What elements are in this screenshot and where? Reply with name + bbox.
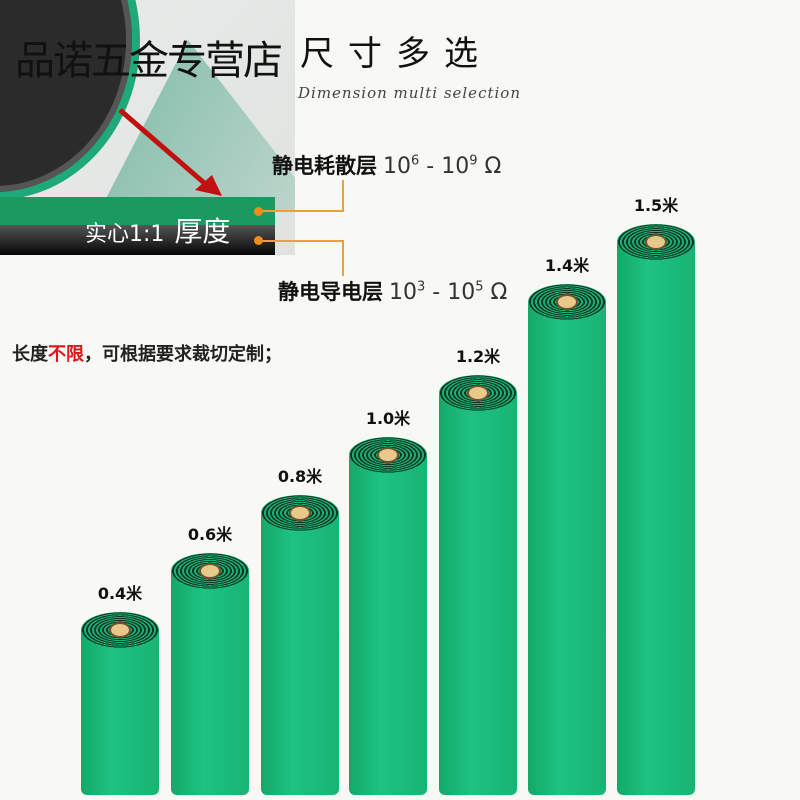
dissipative-layer-strip [0,197,275,225]
roll-core [556,294,578,310]
arrow-icon [118,108,222,196]
callout-line [262,240,344,276]
roll-size-label: 0.8米 [277,467,323,486]
product-cross-section-photo [0,0,295,255]
roll-size-label: 0.6米 [187,525,233,544]
roll-core [377,447,399,463]
callout-dot [254,236,263,245]
roll-core [109,622,131,638]
roll-0.8米 [261,495,339,795]
thickness-word: 厚度 [174,215,231,248]
roll-core [467,385,489,401]
roll-0.4米 [81,612,159,795]
roll-core [199,563,221,579]
roll-size-label: 1.0米 [365,409,411,428]
thickness-ratio: 实心1:1 [85,222,165,247]
length-note: 长度不限，可根据要求裁切定制； [12,344,282,365]
roll-size-label: 0.4米 [97,584,143,603]
page-title: 尺寸多选 [300,34,492,74]
roll-1.5米 [617,224,695,795]
layer-dissipative: 静电耗散层 106 - 109 Ω [272,153,502,179]
shop-watermark: 品诺五金专营店 [15,38,283,84]
callout-dot [254,207,263,216]
conductive-layer-strip [0,225,275,255]
page-subtitle: Dimension multi selection [298,84,521,102]
thickness-label: 实心1:1 厚度 [85,210,230,250]
roll-1.2米 [439,375,517,795]
roll-core [645,234,667,250]
roll-size-label: 1.4米 [544,256,590,275]
roll-1.0米 [349,437,427,795]
roll-size-label: 1.5米 [633,196,679,215]
roll-size-label: 1.2米 [455,347,501,366]
roll-core [289,505,311,521]
roll-1.4米 [528,284,606,795]
layer-conductive: 静电导电层 103 - 105 Ω [278,279,508,305]
roll-0.6米 [171,553,249,795]
callout-line [262,180,344,212]
